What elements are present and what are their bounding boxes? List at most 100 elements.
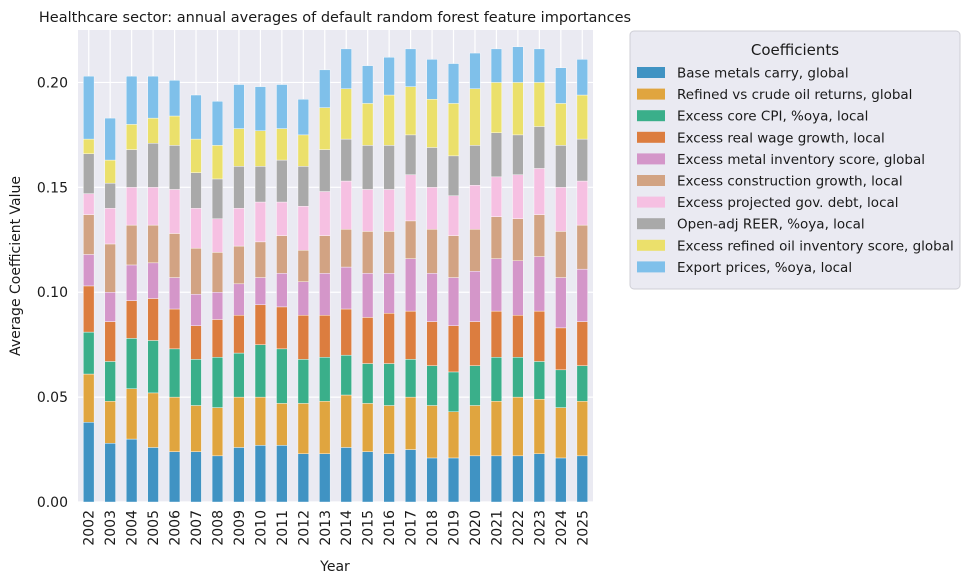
bar-segment-2003-s1	[104, 401, 116, 444]
legend-swatch	[637, 196, 665, 208]
legend-title: Coefficients	[751, 41, 839, 59]
legend-swatch	[637, 67, 665, 78]
bar-segment-2013-s9	[319, 69, 331, 108]
bar-segment-2024-s5	[555, 231, 567, 278]
x-tick-label: 2012	[296, 510, 312, 546]
bar-segment-2006-s3	[168, 308, 181, 350]
bar-segment-2020-s0	[469, 455, 481, 503]
bar-segment-2021-s1	[490, 401, 503, 457]
bar-segment-2024-s4	[555, 277, 567, 329]
bar-segment-2003-s2	[104, 361, 116, 402]
bar-segment-2007-s9	[190, 94, 202, 140]
x-tick-label: 2019	[447, 510, 463, 546]
legend: Coefficients Base metals carry, global Re…	[629, 30, 961, 290]
bar-segment-2017-s5	[405, 220, 417, 259]
bar-segment-2024-s3	[555, 327, 567, 371]
bar-segment-2009-s8	[233, 128, 245, 167]
bar-segment-2013-s4	[319, 273, 331, 316]
bar-segment-2010-s7	[254, 166, 266, 203]
bar-segment-2002-s5	[83, 214, 95, 255]
bar-segment-2005-s5	[147, 224, 159, 264]
bar-segment-2004-s6	[126, 187, 138, 226]
bar-segment-2016-s8	[383, 94, 395, 146]
bar-segment-2007-s6	[190, 208, 202, 249]
bar-segment-2021-s6	[490, 176, 503, 217]
bar-segment-2011-s7	[276, 159, 288, 203]
bar-segment-2011-s1	[276, 403, 288, 446]
legend-swatch	[637, 88, 665, 100]
bar-segment-2015-s5	[362, 231, 374, 274]
bar-segment-2007-s8	[190, 138, 202, 173]
legend-swatch	[637, 239, 665, 251]
bar-segment-2025-s9	[576, 59, 588, 96]
x-axis-label: Year	[319, 559, 350, 575]
bar-segment-2023-s3	[533, 310, 545, 362]
x-tick-label: 2014	[339, 510, 355, 546]
bar-segment-2010-s6	[254, 201, 266, 243]
bar-segment-2017-s4	[405, 258, 417, 312]
bar-segment-2016-s5	[383, 231, 395, 274]
y-tick-label: 0.05	[37, 390, 68, 406]
x-tick-label: 2023	[532, 510, 548, 546]
x-tick-label: 2002	[82, 510, 98, 546]
bar-segment-2014-s1	[340, 394, 352, 448]
bar-segment-2020-s9	[469, 52, 481, 89]
bar-segment-2022-s5	[512, 218, 524, 261]
bar-segment-2022-s7	[512, 134, 524, 175]
bar-segment-2025-s2	[576, 365, 588, 402]
bar-segment-2011-s2	[276, 348, 288, 404]
bar-segment-2021-s3	[490, 310, 503, 358]
bar-segment-2005-s4	[147, 262, 159, 299]
bar-segment-2019-s0	[447, 457, 460, 503]
x-tick-label: 2015	[361, 510, 377, 546]
bar-segment-2019-s8	[447, 103, 460, 157]
bar-segment-2008-s3	[211, 319, 224, 358]
bar-segment-2019-s4	[447, 277, 460, 326]
legend-label: Base metals carry, global	[677, 66, 849, 82]
y-tick-label: 0.15	[37, 180, 68, 196]
legend-swatch	[637, 218, 665, 230]
bar-segment-2021-s5	[490, 216, 503, 259]
bar-segment-2024-s2	[555, 369, 567, 408]
bar-segment-2012-s1	[297, 403, 309, 454]
bar-segment-2015-s1	[362, 403, 374, 452]
bar-segment-2024-s0	[555, 457, 567, 503]
bar-segment-2023-s2	[533, 361, 545, 400]
bar-segment-2023-s7	[533, 126, 545, 169]
bar-segment-2003-s8	[104, 159, 116, 184]
bar-segment-2018-s9	[426, 59, 438, 100]
bar-segment-2010-s1	[254, 396, 266, 446]
bar-segment-2019-s7	[447, 155, 460, 196]
bar-segment-2003-s3	[104, 321, 116, 362]
bar-segment-2008-s4	[211, 292, 224, 320]
legend-label: Excess core CPI, %oya, local	[677, 109, 868, 125]
bar-segment-2008-s6	[211, 218, 224, 253]
bar-segment-2015-s6	[362, 189, 374, 232]
x-tick-label: 2020	[468, 510, 484, 546]
bar-segment-2005-s6	[147, 187, 159, 226]
bar-segment-2010-s4	[254, 277, 266, 306]
bar-segment-2012-s0	[297, 453, 309, 503]
bar-segment-2007-s4	[190, 294, 202, 326]
y-tick-label: 0.20	[37, 75, 68, 91]
bar-segment-2024-s8	[555, 103, 567, 146]
legend-swatch	[637, 110, 665, 122]
bar-segment-2021-s8	[490, 82, 503, 133]
x-tick-label: 2007	[189, 510, 205, 546]
legend-label: Excess refined oil inventory score, glob…	[677, 238, 954, 254]
bar-segment-2024-s7	[555, 145, 567, 188]
bar-segment-2019-s3	[447, 325, 460, 373]
bar-segment-2006-s5	[168, 233, 181, 278]
legend-swatch	[637, 131, 665, 143]
bar-segment-2022-s0	[512, 455, 524, 503]
x-tick-label: 2009	[232, 510, 248, 546]
bar-segment-2021-s9	[490, 48, 503, 83]
bar-segment-2017-s1	[405, 396, 417, 450]
bar-segment-2023-s1	[533, 399, 545, 454]
bar-segment-2003-s6	[104, 208, 116, 245]
bar-segment-2012-s6	[297, 206, 309, 251]
bar-segment-2002-s8	[83, 138, 95, 154]
bar-segment-2013-s0	[319, 453, 331, 503]
bar-segment-2006-s7	[168, 145, 181, 190]
bar-segment-2025-s4	[576, 268, 588, 322]
